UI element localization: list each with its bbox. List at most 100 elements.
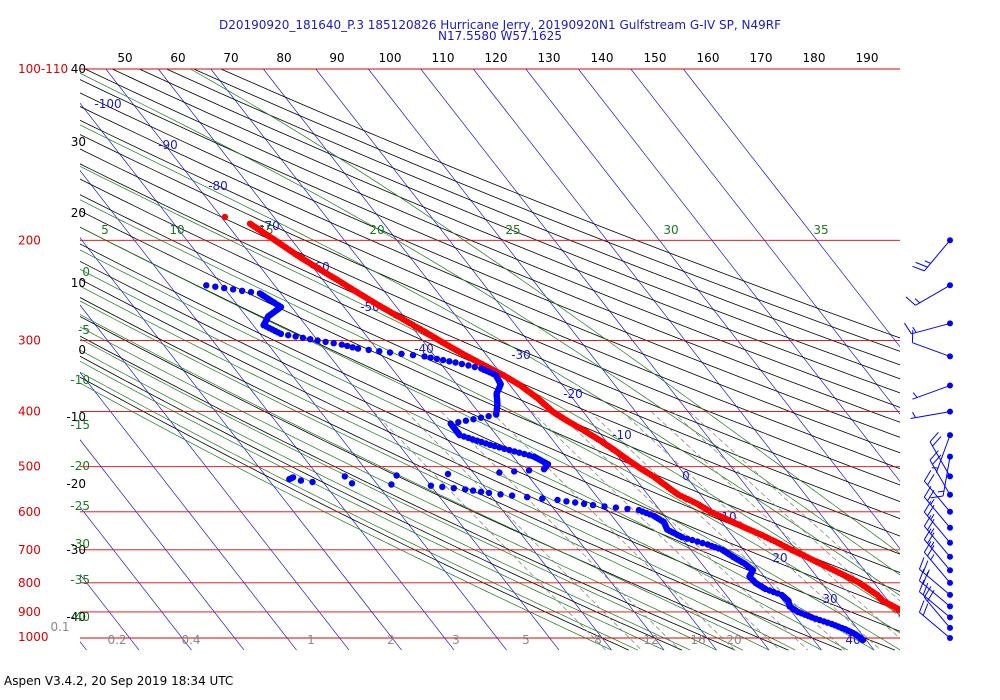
dewpoint-point (462, 417, 470, 424)
mixing-ratio-label: 1 (307, 633, 315, 647)
wind-barb-flag (905, 296, 916, 306)
moist-adiabat-line (80, 165, 900, 616)
wind-barb-flag (923, 515, 932, 527)
dewpoint-point (427, 354, 434, 361)
wind-barb-staff (910, 411, 951, 419)
wind-barb-half-flag (930, 541, 935, 548)
isotherm-label: 20 (772, 551, 787, 565)
dewpoint-point (465, 362, 472, 369)
pressure-label: 800 (18, 576, 41, 590)
wind-barb (923, 541, 953, 586)
isotherm-label: -100 (94, 97, 121, 111)
dewpoint-point (689, 536, 696, 544)
dewpoint-point (506, 446, 513, 454)
dewpoint-point (409, 351, 417, 359)
dewpoint-point (292, 333, 299, 340)
moist-adiabat-line (80, 124, 900, 597)
dewpoint-point (446, 358, 453, 365)
dewpoint-point (439, 483, 446, 491)
wind-barb-half-flag (930, 514, 935, 520)
dewpoint-point (572, 499, 579, 506)
dewpoint-point (344, 342, 351, 350)
moist-adiabat-line (80, 300, 796, 651)
wind-barb-flag (915, 261, 928, 268)
wind-barb-flag (923, 528, 932, 540)
wind-barb-staff (923, 239, 951, 272)
moist-adiabat-line (80, 314, 770, 651)
isotherm-line (683, 68, 900, 348)
dewpoint-point (388, 481, 395, 488)
wind-barb-flag (918, 579, 925, 592)
wind-barb-half-flag (912, 411, 916, 418)
mixing-ratio-label: 20 (726, 633, 741, 647)
dry-adiabat-line (193, 68, 900, 352)
dewpoint-point (508, 492, 516, 499)
dewpoint-point (612, 504, 620, 511)
mixing-ratio-label: 0.4 (181, 633, 200, 647)
mixing-ratio-label: 3 (452, 633, 460, 647)
wind-barb (923, 515, 953, 560)
dewpoint-point (322, 338, 329, 346)
temperature-point (921, 622, 927, 628)
wind-barb-flag (922, 582, 929, 596)
wind-barb-flag (923, 470, 932, 482)
moist-adiabat-line (80, 371, 638, 651)
dewpoint-point (238, 287, 246, 294)
moist-left-label: -20 (70, 459, 90, 473)
dry-adiabat-label: -40 (66, 610, 86, 624)
dry-adiabat-line (220, 68, 900, 339)
wind-barb (923, 586, 953, 631)
wind-barb-flag (929, 431, 939, 443)
wind-barb (918, 579, 953, 621)
wind-barb-flag (918, 600, 925, 613)
top-temperature-label: 160 (697, 51, 720, 65)
mixing-ratio-line (490, 411, 735, 651)
wind-barb-flag (923, 586, 932, 598)
moist-left-label: -25 (70, 499, 90, 513)
isotherm-line (80, 169, 455, 651)
dewpoint-point (309, 478, 316, 486)
top-temperature-label: 100 (379, 51, 402, 65)
moist-adiabat-line (80, 72, 900, 576)
dewpoint-point (511, 448, 518, 455)
wind-barb-flag (918, 557, 925, 570)
isotherm-label: -90 (158, 138, 178, 152)
moist-adiabat-line (190, 68, 900, 554)
isotherm-line (80, 304, 350, 651)
dewpoint-point (521, 450, 528, 458)
wind-barb (931, 432, 953, 473)
wind-barb (930, 453, 953, 499)
wind-barb-flag (922, 560, 929, 573)
dewpoint-point (433, 355, 441, 363)
dewpoint-point (496, 444, 503, 451)
isotherm-line (0, 69, 34, 650)
dry-adiabat-label: -20 (66, 477, 86, 491)
pressure-label: 700 (18, 543, 41, 557)
mixing-ratio-label: 12 (643, 633, 658, 647)
isotherm-line (473, 68, 900, 617)
moist-left-label: -10 (70, 373, 90, 387)
dry-adiabat-label: 10 (71, 276, 86, 290)
dewpoint-point (485, 413, 492, 420)
chart-title: D20190920_181640_P.3 185120826 Hurricane… (0, 18, 1000, 42)
wind-barb-flag (922, 571, 929, 585)
wind-barb-flag (923, 501, 932, 513)
mixing-ratio-label: 0.2 (107, 633, 126, 647)
title-line-1: D20190920_181640_P.3 185120826 Hurricane… (219, 18, 781, 32)
temperature-point (926, 625, 932, 631)
wind-barb-staff (923, 480, 951, 513)
isotherm-label: -40 (414, 342, 434, 356)
dry-adiabat-label: 30 (71, 135, 86, 149)
wind-barb-flag (927, 518, 935, 531)
dewpoint-profile (203, 282, 867, 644)
mixing-ratio-line (406, 411, 642, 651)
wind-barb-staff (915, 284, 951, 306)
dewpoint-point (338, 341, 345, 348)
wind-barb-half-flag (926, 569, 930, 576)
dewpoint-point (470, 416, 477, 423)
wind-barb-half-flag (930, 528, 935, 535)
dewpoint-point (203, 282, 210, 289)
wind-barb-dot (947, 453, 953, 460)
dewpoint-point (493, 411, 500, 418)
